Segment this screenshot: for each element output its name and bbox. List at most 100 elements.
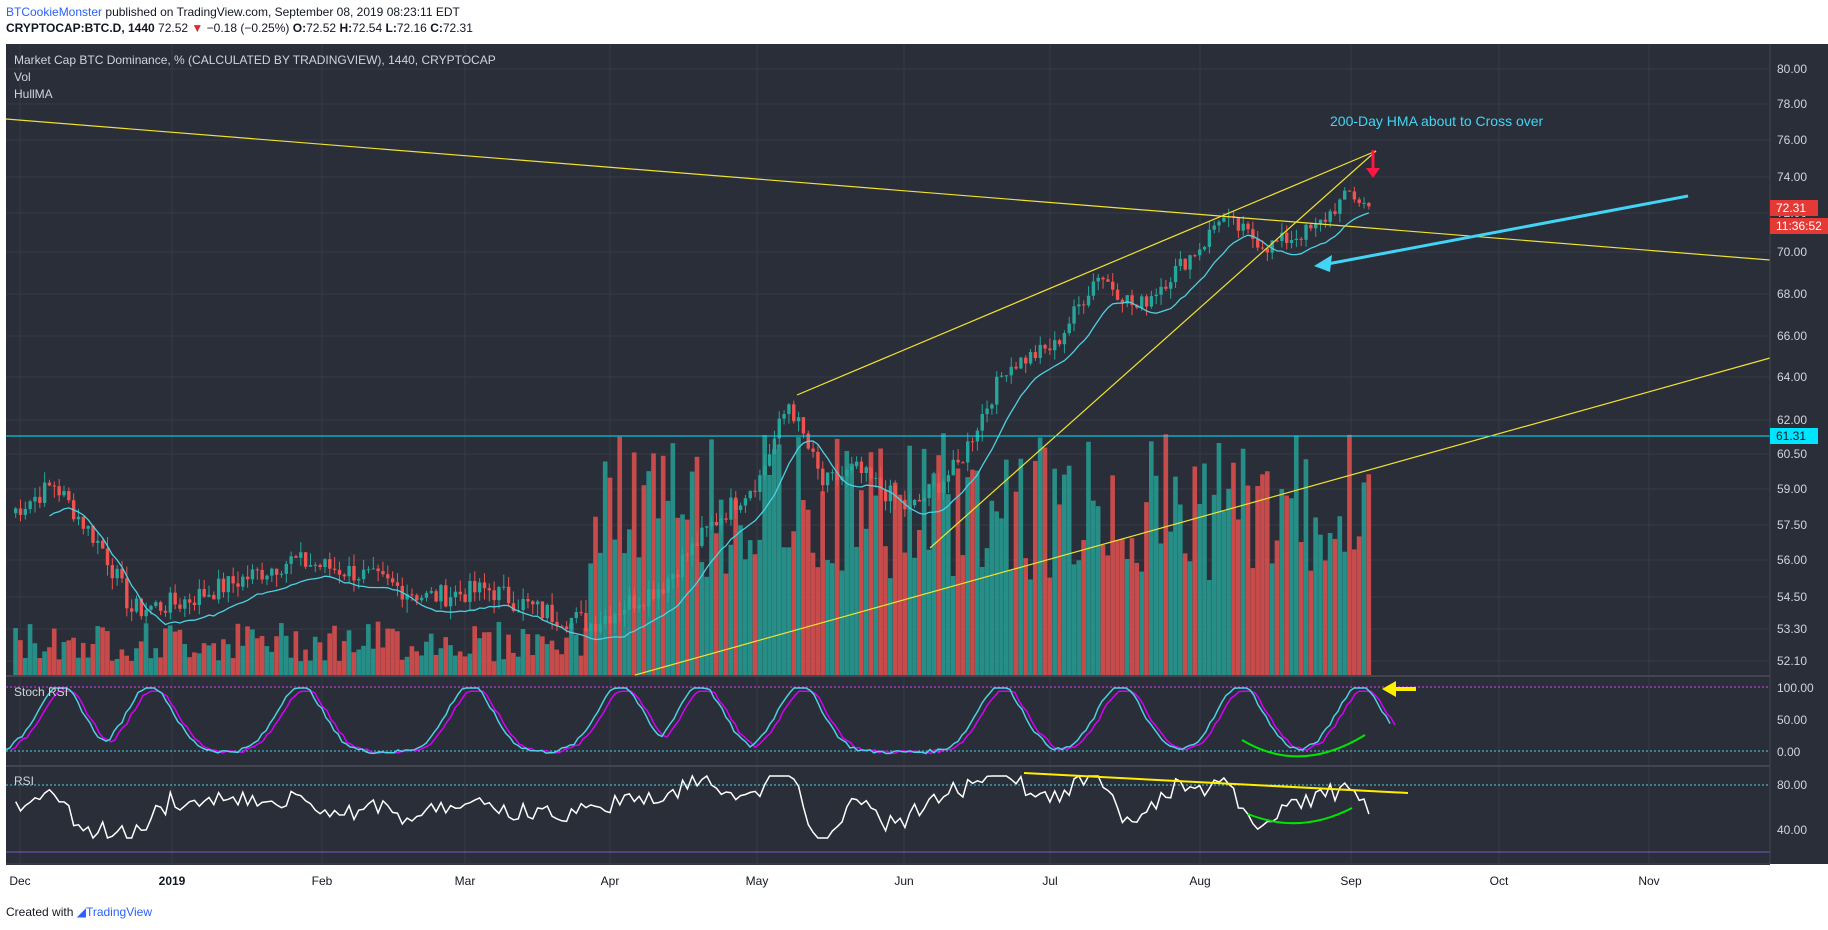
volume-bar (201, 643, 207, 675)
volume-bar (1313, 517, 1318, 675)
volume-bar (1332, 538, 1338, 675)
volume-bar (1342, 551, 1347, 675)
volume-bar (1173, 476, 1178, 675)
time-tick: Mar (455, 874, 476, 888)
stoch-curve-annotation (1241, 734, 1366, 758)
candle-body (1367, 202, 1371, 207)
time-tick: Aug (1189, 874, 1210, 888)
volume-bar (167, 625, 173, 675)
chart-header: BTCookieMonster published on TradingView… (0, 0, 1828, 40)
candle-body (294, 556, 298, 558)
candle-body (482, 582, 487, 589)
long-support-trendline (634, 357, 1771, 676)
tradingview-logo-icon[interactable]: ◢ (76, 905, 86, 919)
volume-bar (1255, 485, 1260, 675)
volume-bar (1095, 506, 1101, 675)
candle-body (1115, 289, 1120, 300)
volume-bar (428, 633, 434, 675)
rsi-line (15, 774, 1370, 840)
volume-bar (250, 629, 255, 675)
candle-body (458, 591, 462, 595)
volume-bar (163, 628, 168, 675)
volume-bar (71, 637, 76, 675)
price-tick: 74.00 (1777, 170, 1807, 184)
candle-body (584, 613, 588, 631)
tradingview-brand[interactable]: TradingView (85, 905, 152, 919)
candle-body (1004, 375, 1009, 377)
candle-body (390, 578, 395, 583)
volume-bar (714, 533, 719, 675)
last-price-label: 72.31 (1776, 201, 1806, 215)
volume-bar (709, 439, 714, 675)
candle-body (825, 472, 830, 486)
candles[interactable] (13, 186, 1371, 641)
volume-bar (37, 658, 43, 675)
volume-bar (844, 450, 850, 675)
candle-body (444, 585, 448, 607)
volume-bar (375, 621, 381, 675)
candle-body (245, 576, 250, 580)
indicator-panes (5, 681, 1770, 853)
candle-body (424, 592, 429, 598)
volume-bar (370, 648, 376, 675)
volume-bar (902, 552, 908, 675)
volume-bar (960, 555, 966, 675)
volume-bar (327, 633, 333, 675)
volume-bar (279, 623, 284, 675)
volume-bar (569, 623, 574, 675)
volume-bar (1211, 494, 1217, 675)
volume-bar (240, 645, 246, 675)
volume-bar (448, 645, 453, 675)
candle-body (816, 451, 820, 469)
candle-body (1323, 219, 1328, 222)
candle-body (366, 569, 371, 571)
volume-bar (366, 624, 371, 675)
volume-bar (1235, 519, 1241, 675)
rsi-curve-annotation (1247, 807, 1353, 825)
candle-body (342, 574, 346, 577)
candle-body (632, 595, 636, 609)
author-link[interactable]: BTCookieMonster (6, 5, 103, 19)
volume-bar (356, 649, 362, 675)
volume-bar (288, 657, 294, 675)
candle-body (1096, 277, 1100, 282)
candle-body (656, 589, 661, 599)
volume-bar (438, 648, 444, 675)
stoch-tick: 100.00 (1777, 681, 1814, 695)
volume-bar (245, 626, 250, 675)
volume-bar (90, 643, 96, 675)
candle-body (535, 601, 540, 605)
volume-bar (1197, 503, 1202, 675)
volume-bar (346, 630, 352, 675)
candle-body (1260, 247, 1265, 249)
volume-bar (221, 639, 226, 675)
rsi-divergence-line (1023, 772, 1409, 794)
candle-body (1357, 199, 1361, 203)
volume-bar (699, 562, 705, 675)
candle-body (1362, 202, 1366, 204)
candle-body (328, 559, 332, 569)
volume-bar (762, 435, 767, 675)
price-axis[interactable]: 80.0078.0076.0074.0072.0070.0068.0066.00… (0, 44, 1828, 897)
low-value: 72.16 (396, 21, 427, 35)
volume-bar (124, 655, 130, 675)
candle-body (714, 521, 719, 526)
volume-bar (1245, 485, 1251, 675)
volume-bar (1216, 442, 1222, 675)
candle-body (405, 594, 409, 600)
volume-bar (1298, 542, 1304, 675)
candle-body (941, 481, 946, 493)
candle-body (970, 441, 975, 443)
candle-body (700, 527, 704, 546)
candle-body (439, 585, 443, 602)
volume-bar (51, 628, 57, 675)
volume-bar (1066, 465, 1072, 675)
volume-bar (114, 658, 120, 675)
candle-body (1347, 190, 1352, 192)
volume-bar (1081, 540, 1086, 675)
candle-body (1352, 191, 1357, 200)
hline-price-label: 61.31 (1776, 429, 1806, 443)
ohlc-line: CRYPTOCAP:BTC.D, 1440 72.52 ▼ −0.18 (−0.… (6, 21, 473, 35)
candle-body (753, 490, 757, 492)
